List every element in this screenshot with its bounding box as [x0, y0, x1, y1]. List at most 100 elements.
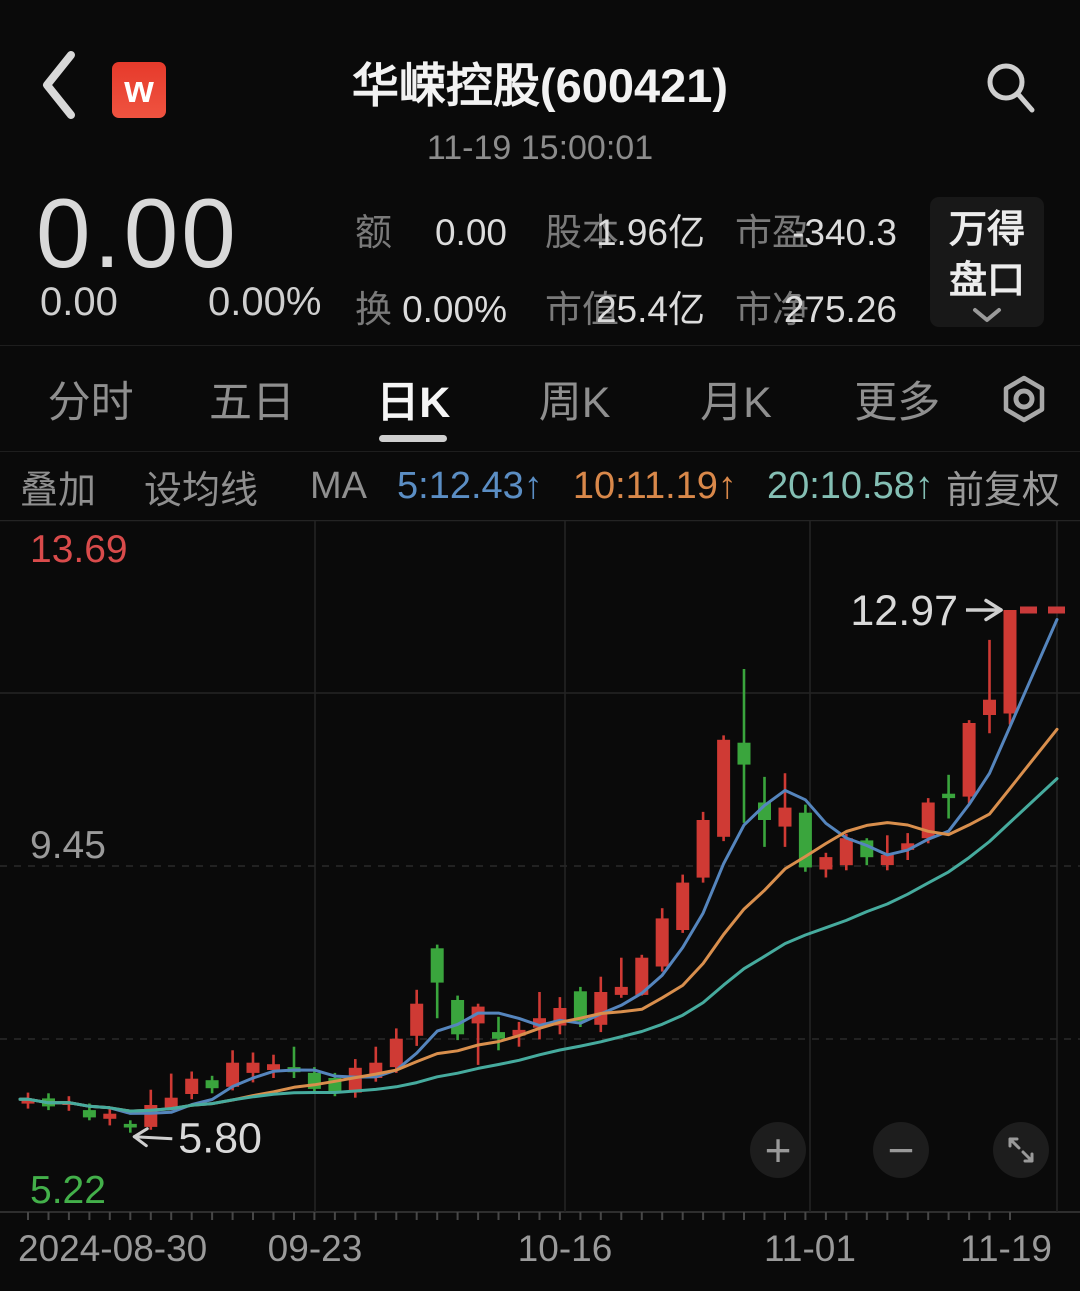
candle-body [82, 1110, 96, 1118]
tab-monthly-k[interactable]: 月K [700, 378, 772, 427]
last-price: 0.00 [36, 178, 239, 288]
stat-value-pe: -340.3 [792, 212, 897, 253]
candle-body [492, 1032, 505, 1039]
stat-value-turnover: 0.00% [402, 289, 507, 330]
ma20-value: 20:10.58↑ [766, 464, 934, 507]
low-label: 5.80 [178, 1115, 262, 1163]
ma10-value: 10:11.19↑ [572, 464, 737, 507]
active-tab-underline [379, 435, 448, 442]
candle-body [1003, 610, 1017, 714]
search-icon [987, 63, 1035, 113]
title-block: 华嵘控股(600421) 11-19 15:00:01 [0, 0, 1080, 165]
tab-weekly-k[interactable]: 周K [538, 378, 611, 427]
kline-chart[interactable]: 12.97 5.80 13.69 9.45 5.22 2024-08-30 09-23 10-… [0, 520, 1080, 1291]
y-axis-label: 9.45 [30, 824, 106, 867]
header: w 华嵘控股(600421) 11-19 15:00:01 [0, 0, 1080, 165]
minus-icon: − [887, 1124, 915, 1176]
pankou-label-line2: 盘口 [948, 260, 1025, 302]
stat-value-mktcap: 25.4亿 [595, 289, 705, 330]
candle-body [164, 1097, 178, 1109]
ma-toolbar: 叠加 设均线 MA 5:12.43↑ 10:11.19↑ 20:10.58↑ 前… [0, 452, 1080, 520]
candle-body [880, 854, 894, 866]
candle-body [410, 1003, 424, 1036]
stat-value-shares: 1.96亿 [595, 212, 705, 253]
ma5-line [18, 618, 1059, 1115]
stat-label-amount: 额 [355, 212, 392, 253]
chevron-down-icon [973, 308, 1001, 322]
tab-more[interactable]: 更多 [854, 378, 941, 427]
chart-period-tabs: 分时 五日 日K 周K 月K 更多 [0, 345, 1080, 452]
tab-five-day[interactable]: 五日 [208, 378, 295, 427]
price-change: 0.00 [40, 280, 118, 324]
candle-body [430, 948, 444, 983]
plus-icon: + [764, 1124, 792, 1176]
candle-body [389, 1038, 403, 1068]
quote-panel: 0.00 0.00 0.00% 额 0.00 股本 1.96亿 市盈 -340.… [0, 160, 1080, 345]
zoom-in-button[interactable]: + [750, 1122, 806, 1178]
gear-icon [1003, 375, 1045, 422]
candle-body [717, 739, 731, 837]
candle-body [205, 1080, 219, 1089]
last-price-label: 12.97 [850, 587, 958, 635]
candle-body [451, 1000, 465, 1035]
price-change-percent: 0.00% [208, 280, 322, 324]
candle-body [942, 793, 956, 799]
pankou-label-line1: 万得 [948, 209, 1025, 251]
candle-body [512, 1029, 526, 1036]
search-button[interactable] [982, 58, 1038, 118]
candle-body [737, 742, 751, 765]
candle-body [676, 882, 690, 930]
chart-settings-button[interactable] [978, 346, 1070, 451]
candle-body [696, 820, 710, 878]
low-arrow [134, 1135, 173, 1141]
candle-body [839, 838, 853, 866]
ma5-value: 5:12.43↑ [397, 464, 543, 507]
candle-body [348, 1067, 362, 1093]
stat-label-shares: 股本 [545, 212, 619, 253]
candle-body [594, 992, 608, 1025]
candle-body [103, 1113, 117, 1119]
back-button[interactable] [38, 48, 82, 122]
x-axis-label: 11-19 [960, 1228, 1052, 1269]
ma-label: MA [310, 464, 368, 507]
y-axis-label: 13.69 [30, 528, 128, 571]
set-ma-button[interactable]: 设均线 [144, 469, 259, 512]
candle-body [573, 991, 587, 1022]
ma20-line [18, 777, 1059, 1113]
stat-value-amount: 0.00 [434, 212, 507, 253]
candle-body [471, 1006, 485, 1024]
page-title: 华嵘控股(600421) [351, 59, 729, 112]
stat-label-turnover: 换 [355, 289, 392, 330]
candle-body [635, 957, 649, 995]
tab-minute[interactable]: 分时 [47, 378, 134, 427]
zoom-out-button[interactable]: − [873, 1122, 929, 1178]
fullscreen-button[interactable] [993, 1122, 1049, 1178]
forward-adjust-button[interactable]: 前复权 [945, 469, 1060, 512]
wind-pankou-button[interactable]: 万得 盘口 [930, 197, 1044, 327]
stat-label-pb: 市净 [735, 289, 809, 330]
candle-body [267, 1064, 280, 1070]
stat-label-pe: 市盈 [735, 212, 809, 253]
chart-area: 12.97 5.80 13.69 9.45 5.22 2024-08-30 09-23 10-… [0, 520, 1080, 1291]
chevron-left-icon [43, 51, 75, 119]
x-axis-label: 10-16 [518, 1228, 613, 1269]
candle-body [21, 1099, 35, 1104]
wind-logo-letter: w [124, 68, 154, 111]
candle-body [901, 843, 915, 850]
y-axis-label: 5.22 [30, 1169, 106, 1212]
quote-timestamp: 11-19 15:00:01 [426, 129, 654, 167]
candle-body [226, 1062, 240, 1087]
candle-body [614, 986, 628, 995]
candle-body [123, 1123, 137, 1128]
wind-logo[interactable]: w [112, 62, 166, 118]
candle-body [185, 1078, 199, 1094]
overlay-button[interactable]: 叠加 [20, 469, 97, 512]
tab-daily-k[interactable]: 日K [333, 346, 494, 451]
stat-value-pb: 275.26 [783, 289, 897, 330]
candle-body [246, 1062, 260, 1073]
candle-body [144, 1105, 158, 1127]
x-axis-label: 2024-08-30 [18, 1228, 207, 1269]
expand-icon [1008, 1137, 1034, 1163]
stat-label-mktcap: 市值 [545, 289, 619, 330]
